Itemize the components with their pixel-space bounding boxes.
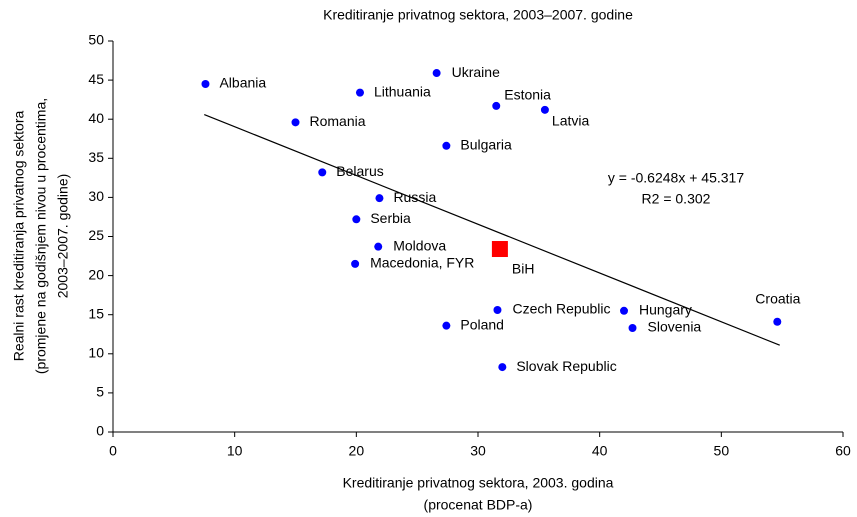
y-axis-label: (promjene na godišnjem nivou u procentim… — [33, 98, 49, 374]
y-tick-label: 50 — [88, 32, 104, 48]
y-axis-label: Realni rast kreditiranja privatnog sekto… — [11, 111, 27, 362]
point — [318, 168, 327, 177]
point — [540, 105, 549, 114]
point-label: Lithuania — [374, 83, 431, 99]
y-tick-label: 25 — [88, 227, 104, 243]
point — [201, 80, 210, 89]
x-tick-label: 0 — [109, 443, 117, 459]
point-label: Slovak Republic — [516, 358, 616, 374]
point — [492, 101, 501, 110]
point — [432, 69, 441, 78]
x-tick-label: 60 — [835, 443, 851, 459]
x-tick-label: 50 — [714, 443, 730, 459]
y-tick-label: 15 — [88, 305, 104, 321]
point — [352, 215, 361, 224]
y-tick-label: 40 — [88, 110, 104, 126]
point-label: Bulgaria — [460, 136, 512, 152]
chart-title: Kreditiranje privatnog sektora, 2003–200… — [323, 7, 633, 23]
y-axis-label: 2003–2007. godine) — [55, 174, 71, 299]
point — [374, 242, 383, 251]
point-label: Moldova — [393, 237, 446, 253]
point-label: BiH — [512, 261, 535, 277]
point-label: Albania — [219, 75, 266, 91]
trendline — [204, 113, 780, 346]
point-label: Belarus — [336, 163, 383, 179]
y-tick-label: 45 — [88, 71, 104, 87]
point — [628, 323, 637, 332]
x-tick-label: 30 — [470, 443, 486, 459]
point — [442, 141, 451, 150]
y-tick-label: 30 — [88, 188, 104, 204]
point-label: Croatia — [755, 290, 800, 306]
point — [491, 241, 508, 258]
point-label: Slovenia — [648, 319, 702, 335]
y-tick-label: 10 — [88, 345, 104, 361]
point — [351, 259, 360, 268]
annotation: y = -0.6248x + 45.317 — [608, 170, 744, 186]
point — [375, 194, 384, 203]
point — [773, 317, 782, 326]
point-label: Russia — [393, 189, 436, 205]
point-label: Romania — [310, 113, 366, 129]
point — [498, 363, 507, 372]
point-label: Serbia — [370, 210, 411, 226]
x-tick-label: 10 — [227, 443, 243, 459]
point — [442, 321, 451, 330]
point — [355, 88, 364, 97]
point-label: Estonia — [504, 87, 551, 103]
annotation: R2 = 0.302 — [642, 191, 711, 207]
y-tick-label: 20 — [88, 266, 104, 282]
point-label: Latvia — [552, 113, 590, 129]
point — [620, 306, 628, 315]
x-axis-label: Kreditiranje privatnog sektora, 2003. go… — [343, 475, 614, 491]
point — [291, 118, 300, 127]
point-label: Poland — [460, 316, 504, 332]
point-label: Hungary — [639, 301, 692, 317]
y-tick-label: 0 — [96, 423, 104, 439]
point-label: Czech Republic — [512, 301, 610, 317]
x-tick-label: 40 — [592, 443, 608, 459]
point-label: Ukraine — [452, 64, 500, 80]
x-tick-label: 20 — [349, 443, 365, 459]
y-tick-label: 5 — [96, 384, 104, 400]
y-tick-label: 35 — [88, 149, 104, 165]
point — [493, 306, 502, 315]
x-axis-label: (procenat BDP-a) — [424, 497, 533, 513]
point-label: Macedonia, FYR — [370, 255, 474, 271]
